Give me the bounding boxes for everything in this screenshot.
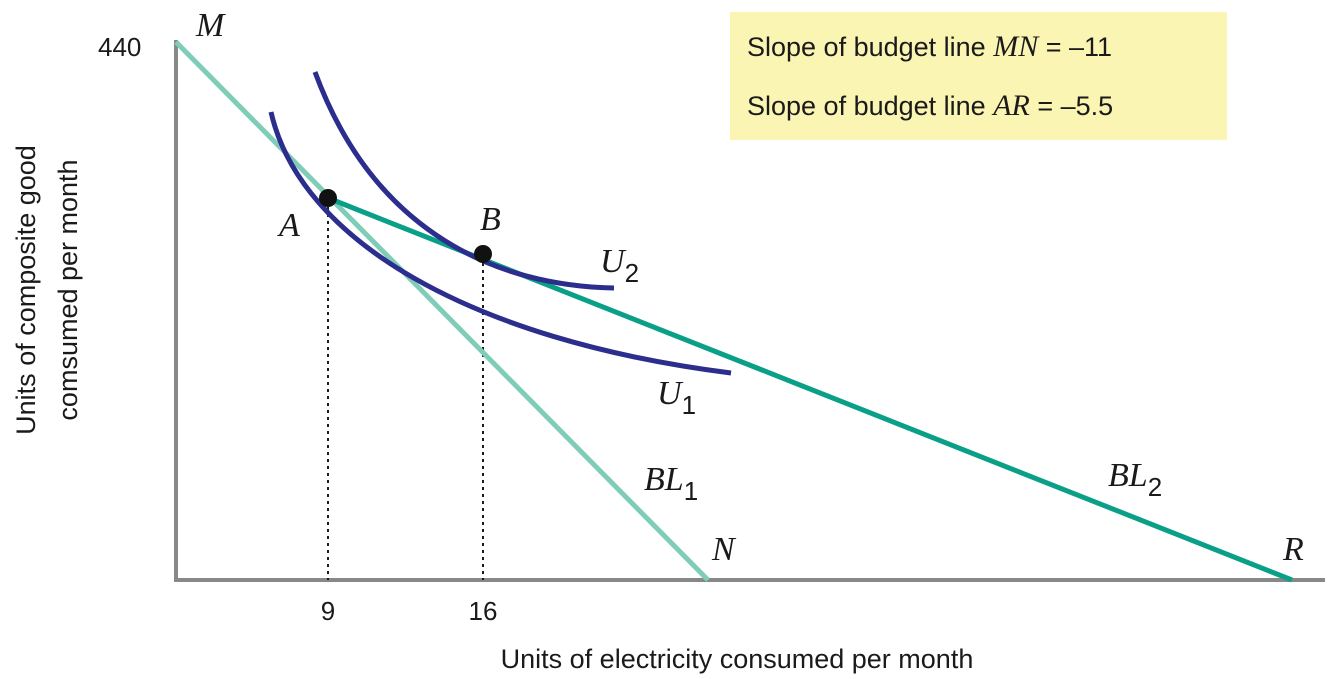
budget-line-bl1 bbox=[174, 40, 710, 582]
x-tick-label: 9 bbox=[321, 596, 335, 626]
label-m: M bbox=[195, 7, 226, 44]
label-n: N bbox=[711, 531, 737, 568]
point-a bbox=[319, 189, 337, 207]
label-u1: U1 bbox=[657, 375, 696, 420]
indifference-curve-u2 bbox=[312, 71, 615, 291]
label-a: A bbox=[277, 207, 300, 244]
label-bl1: BL1 bbox=[644, 461, 698, 506]
label-b: B bbox=[480, 201, 501, 238]
indifference-curve-u1 bbox=[268, 111, 732, 376]
label-bl2: BL2 bbox=[1108, 457, 1162, 502]
label-u2: U2 bbox=[600, 243, 639, 288]
y-tick-label: 440 bbox=[98, 32, 141, 62]
label-r: R bbox=[1282, 531, 1304, 568]
point-b bbox=[474, 245, 492, 263]
svg-text:Units of composite good: Units of composite good bbox=[11, 145, 41, 435]
annotation-ar: Slope of budget line AR = –5.5 bbox=[747, 89, 1113, 122]
annotation-box bbox=[730, 12, 1227, 140]
svg-text:comsumed per month: comsumed per month bbox=[53, 159, 83, 420]
y-axis-label: Units of composite good comsumed per mon… bbox=[11, 145, 83, 435]
annotation-mn: Slope of budget line MN = –11 bbox=[747, 30, 1112, 63]
x-axis-label: Units of electricity consumed per month bbox=[501, 644, 974, 674]
x-tick-label: 16 bbox=[469, 596, 498, 626]
